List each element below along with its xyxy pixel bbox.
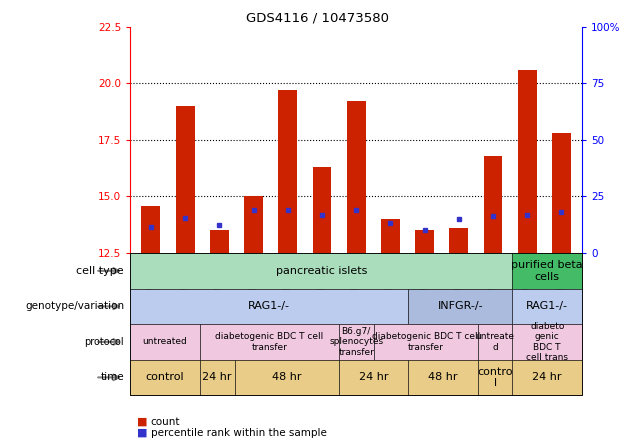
Bar [312,167,331,253]
Text: INFGR-/-: INFGR-/- [438,301,483,311]
Text: purified beta
cells: purified beta cells [511,260,583,281]
Text: untreate
d: untreate d [476,332,515,352]
Text: 24 hr: 24 hr [202,373,232,382]
Bar [381,219,400,253]
Text: 48 hr: 48 hr [428,373,458,382]
Text: diabetogenic BDC T cell
transfer: diabetogenic BDC T cell transfer [215,332,324,352]
Text: 24 hr: 24 hr [532,373,562,382]
Text: genotype/variation: genotype/variation [25,301,124,311]
Text: diabeto
genic
BDC T
cell trans: diabeto genic BDC T cell trans [526,322,568,362]
Text: RAG1-/-: RAG1-/- [526,301,568,311]
Text: RAG1-/-: RAG1-/- [248,301,290,311]
Text: ■: ■ [137,428,148,438]
Text: contro
l: contro l [478,367,513,388]
Bar [483,156,502,253]
Text: untreated: untreated [142,337,188,346]
Bar [415,230,434,253]
Text: 48 hr: 48 hr [272,373,301,382]
Text: pancreatic islets: pancreatic islets [276,266,367,276]
Bar [141,206,160,253]
Text: B6.g7/
splenocytes
transfer: B6.g7/ splenocytes transfer [329,327,384,357]
Bar [279,90,297,253]
Bar [552,133,571,253]
Text: time: time [100,373,124,382]
Text: count: count [151,417,180,427]
Bar [347,101,366,253]
Text: diabetogenic BDC T cell
transfer: diabetogenic BDC T cell transfer [371,332,480,352]
Text: control: control [146,373,184,382]
Text: protocol: protocol [85,337,124,347]
Bar [210,230,229,253]
Text: GDS4116 / 10473580: GDS4116 / 10473580 [247,11,389,24]
Text: cell type: cell type [76,266,124,276]
Text: 24 hr: 24 hr [359,373,388,382]
Text: percentile rank within the sample: percentile rank within the sample [151,428,327,438]
Text: ■: ■ [137,417,148,427]
Bar [176,106,195,253]
Bar [244,197,263,253]
Bar [518,70,537,253]
Bar [450,228,468,253]
